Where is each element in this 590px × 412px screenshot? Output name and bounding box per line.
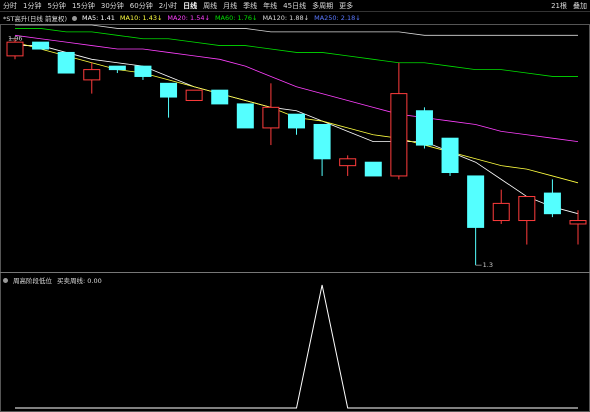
toolbar-button[interactable]: 叠加 bbox=[573, 1, 587, 10]
indicator-legend: 买卖周线: 0.00 bbox=[57, 277, 102, 285]
candle-body bbox=[134, 65, 152, 77]
ma-legend: MA60: 1.76↓ bbox=[214, 14, 258, 22]
candle-body bbox=[185, 89, 203, 101]
ma-line bbox=[15, 24, 578, 36]
min-label: 1.3 bbox=[483, 261, 493, 269]
period-tab[interactable]: 日线 bbox=[183, 1, 198, 10]
period-tab[interactable]: 45日线 bbox=[283, 1, 307, 10]
period-tab[interactable]: 月线 bbox=[223, 1, 238, 10]
candle-body bbox=[288, 113, 305, 129]
candle-body bbox=[441, 137, 459, 174]
period-tab[interactable]: 5分钟 bbox=[47, 1, 66, 10]
period-tab[interactable]: 2小时 bbox=[158, 1, 178, 10]
settings-dot[interactable] bbox=[71, 15, 77, 21]
candle-body bbox=[569, 220, 587, 225]
period-tab[interactable]: 30分钟 bbox=[100, 1, 124, 10]
ma-legend: MA10: 1.43↓ bbox=[119, 14, 163, 22]
indicator-header: 周高阶段低位 买卖周线: 0.00 bbox=[3, 275, 102, 285]
candle-body bbox=[313, 123, 331, 160]
ma-legend: MA20: 1.54↓ bbox=[167, 14, 210, 22]
ma-line bbox=[15, 28, 578, 77]
candle-body bbox=[390, 93, 408, 177]
candle-body bbox=[83, 69, 101, 81]
candle-body bbox=[57, 51, 75, 74]
period-tab[interactable]: 60分钟 bbox=[129, 1, 153, 10]
main-header: *ST高升(日线 前复权) MA5: 1.41 MA10: 1.43↓ MA20: … bbox=[3, 13, 361, 23]
chart-title: *ST高升(日线 前复权) bbox=[3, 15, 67, 23]
candle-body bbox=[108, 65, 126, 71]
ma-legend: MA5: 1.41 bbox=[81, 14, 115, 22]
period-tab[interactable]: 多周期 bbox=[312, 1, 334, 10]
ma-legend: MA250: 2.18↓ bbox=[314, 14, 361, 22]
period-tab[interactable]: 季线 bbox=[243, 1, 258, 10]
period-tab[interactable]: 周线 bbox=[203, 1, 218, 10]
candle-body bbox=[543, 192, 561, 215]
candle-body bbox=[492, 202, 510, 222]
candle-body bbox=[467, 175, 485, 228]
candle-body bbox=[364, 161, 382, 177]
ma-line bbox=[14, 41, 579, 184]
candle-body bbox=[160, 82, 178, 98]
candle-body bbox=[518, 196, 536, 222]
candle-body bbox=[236, 103, 254, 129]
settings-dot[interactable] bbox=[3, 277, 8, 283]
period-tab[interactable]: 分时 bbox=[3, 1, 17, 10]
ma-line bbox=[15, 45, 579, 215]
period-tab[interactable]: 15分钟 bbox=[71, 1, 95, 10]
toolbar-button[interactable]: 21根 bbox=[551, 1, 567, 10]
period-tab[interactable]: 更多 bbox=[339, 1, 354, 10]
candle-body bbox=[32, 41, 50, 50]
candle-body bbox=[262, 106, 280, 129]
candle-body bbox=[415, 110, 433, 146]
max-label: 1.96 bbox=[8, 35, 22, 43]
period-tab[interactable]: 1分钟 bbox=[23, 1, 42, 10]
candle-body bbox=[211, 89, 229, 105]
ma-line bbox=[14, 34, 579, 143]
candle-body bbox=[6, 41, 24, 57]
candle-body bbox=[339, 158, 357, 167]
indicator-line bbox=[15, 284, 578, 409]
indicator-title: 周高阶段低位 bbox=[13, 277, 52, 285]
toolbar: 分时 1分钟 5分钟 15分钟 30分钟 60分钟 2小时 日线 周线 月线 季线 年线 45日线 多周期… bbox=[0, 0, 590, 12]
period-tab[interactable]: 年线 bbox=[263, 1, 278, 10]
ma-legend: MA120: 1.88↓ bbox=[262, 14, 310, 22]
